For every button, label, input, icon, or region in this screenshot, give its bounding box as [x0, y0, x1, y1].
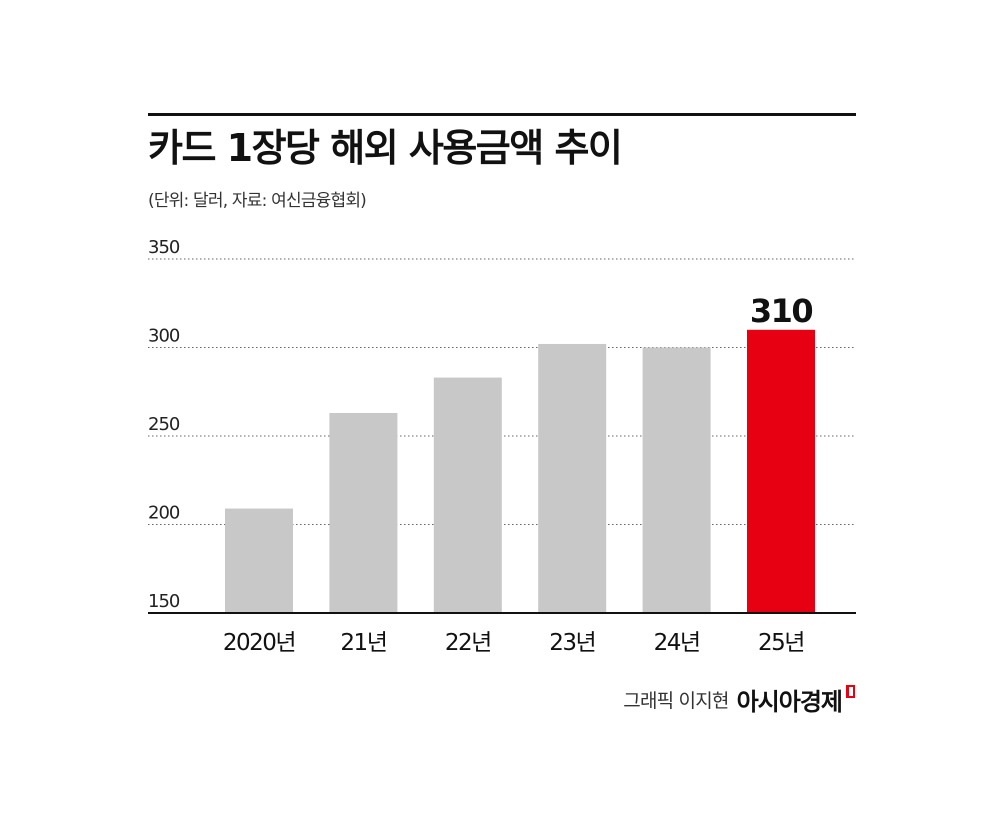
x-tick-label: 23년: [549, 630, 595, 656]
top-rule: [148, 113, 856, 116]
bar-6: [747, 329, 815, 613]
y-tick-label: 200: [148, 503, 180, 524]
bar-5: [642, 347, 711, 613]
x-tick-label: 21년: [340, 630, 386, 656]
highlight-data-label: 310: [750, 292, 813, 330]
x-tick-label: 25년: [758, 630, 804, 656]
credit: 그래픽 이지현 아시아경제: [623, 682, 855, 717]
y-tick-label: 150: [148, 591, 180, 612]
x-tick-label: 24년: [654, 630, 700, 656]
y-tick-label: 250: [148, 414, 180, 435]
y-tick-label: 350: [148, 237, 180, 258]
bar-3: [433, 377, 502, 613]
x-tick-label: 22년: [445, 630, 491, 656]
bar-1: [225, 508, 293, 613]
brand-logo: 아시아경제: [736, 688, 843, 716]
bar-2: [329, 412, 398, 613]
brand-mark-icon: [846, 685, 855, 698]
y-tick-label: 300: [148, 326, 180, 347]
x-tick-label: 2020년: [223, 630, 295, 656]
chart-subtitle: (단위: 달러, 자료: 여신금융협회): [148, 191, 367, 211]
chart-title: 카드 1장당 해외 사용금액 추이: [148, 126, 623, 170]
graphic-credit: 그래픽 이지현: [623, 690, 729, 712]
bar-4: [538, 343, 607, 613]
